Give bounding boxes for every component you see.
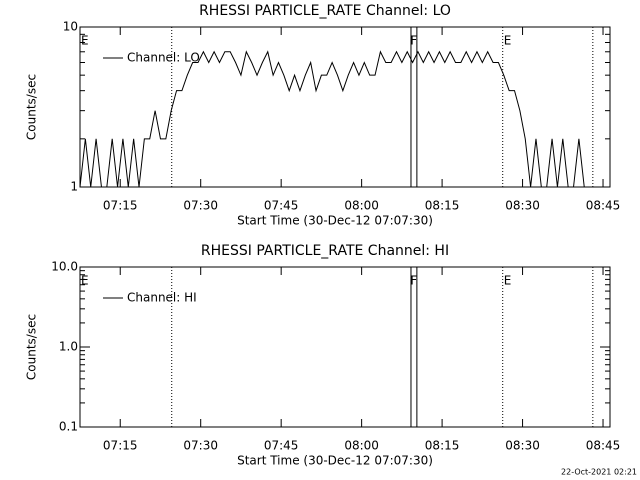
x-tick-label: 08:15 [425,199,460,213]
chart-title: RHESSI PARTICLE_RATE Channel: HI [201,243,449,259]
flag-label: E [81,34,89,48]
flag-label: E [504,34,512,48]
y-axis-label: Counts/sec [25,74,39,140]
y-tick-label: 0.1 [59,420,78,434]
y-tick-label: 1 [70,180,78,194]
x-tick-label: 07:15 [103,439,138,453]
flag-label: E [504,274,512,288]
x-axis-label: Start Time (30-Dec-12 07:07:30) [237,214,433,228]
x-tick-label: 08:30 [505,439,540,453]
data-line [79,50,590,188]
flag-label: F [410,34,417,48]
y-tick-label: 10 [63,20,78,34]
x-tick-label: 07:45 [264,439,299,453]
flag-label: E [81,274,89,288]
x-tick-label: 08:30 [505,199,540,213]
legend-label: Channel: LO [127,51,200,65]
x-tick-label: 07:15 [103,199,138,213]
x-tick-label: 07:45 [264,199,299,213]
x-tick-label: 07:30 [183,439,218,453]
legend-label: Channel: HI [127,291,197,305]
x-tick-label: 08:15 [425,439,460,453]
flag-label: F [410,274,417,288]
x-tick-label: 08:00 [344,199,379,213]
x-tick-label: 07:30 [183,199,218,213]
x-tick-label: 08:45 [586,439,621,453]
y-axis-label: Counts/sec [25,314,39,380]
x-tick-label: 08:00 [344,439,379,453]
x-axis-label: Start Time (30-Dec-12 07:07:30) [237,454,433,468]
y-tick-label: 10.0 [51,260,78,274]
plot-frame [79,26,611,188]
y-tick-label: 1.0 [59,340,78,354]
chart-title: RHESSI PARTICLE_RATE Channel: LO [199,3,451,19]
x-tick-label: 08:45 [586,199,621,213]
timestamp: 22-Oct-2021 02:21 [561,468,637,477]
